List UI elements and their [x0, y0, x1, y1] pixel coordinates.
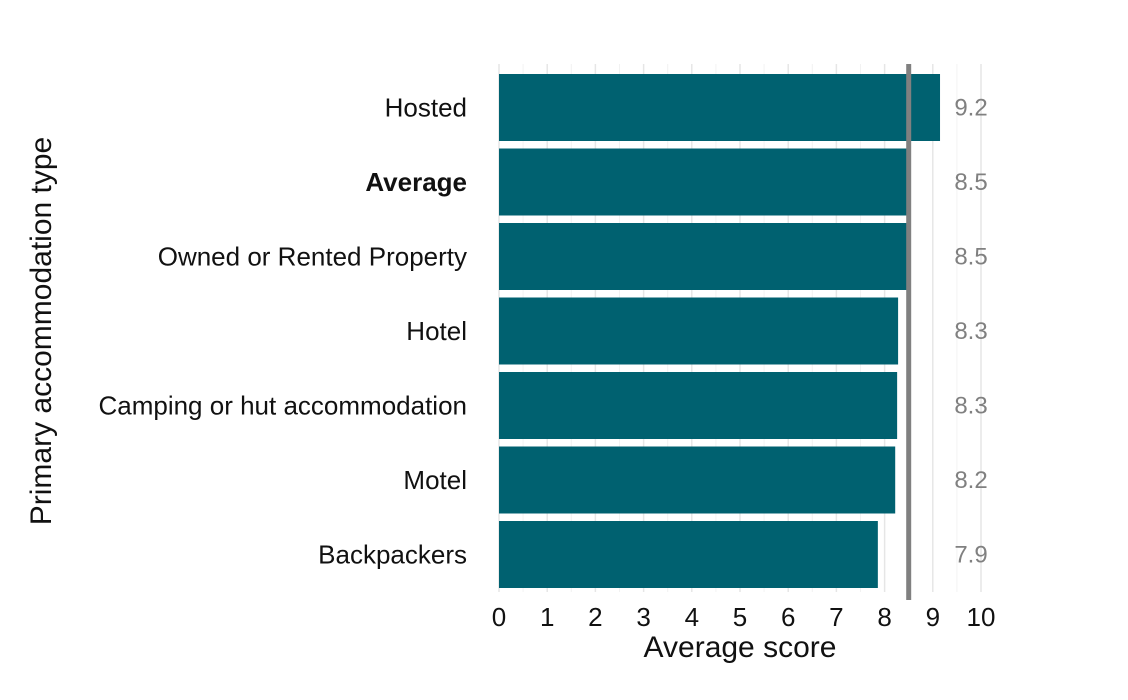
value-label-hosted: 9.2 — [954, 95, 987, 122]
bar-average — [499, 148, 909, 216]
x-tick-label: 5 — [733, 602, 747, 632]
value-label-hotel: 8.3 — [954, 318, 987, 345]
category-label-motel: Motel — [403, 465, 467, 495]
bar-hotel — [499, 297, 899, 365]
x-tick-label: 1 — [540, 602, 554, 632]
x-tick-labels: 0 1 2 3 4 5 6 7 8 9 10 — [492, 602, 996, 632]
value-label-owned-or-rented-property: 8.5 — [954, 244, 987, 271]
category-label-hotel: Hotel — [406, 316, 467, 346]
x-tick-label: 2 — [588, 602, 602, 632]
bar-owned-or-rented-property — [499, 223, 907, 290]
x-tick-label: 9 — [926, 602, 940, 632]
value-label-camping-or-hut-accommodation: 8.3 — [954, 393, 987, 420]
x-tick-label: 0 — [492, 602, 506, 632]
value-labels: 9.2 8.5 8.5 8.3 8.3 8.2 7.9 — [954, 95, 987, 569]
value-label-backpackers: 7.9 — [954, 542, 987, 569]
y-axis-title: Primary accommodation type — [25, 137, 58, 525]
category-label-camping-or-hut-accommodation: Camping or hut accommodation — [98, 391, 467, 421]
category-label-owned-or-rented-property: Owned or Rented Property — [158, 242, 467, 272]
x-tick-label: 6 — [781, 602, 795, 632]
x-tick-label: 8 — [877, 602, 891, 632]
category-labels: Hosted Average Owned or Rented Property Hot… — [98, 93, 467, 570]
category-label-average: Average — [365, 167, 467, 197]
bars — [499, 74, 941, 588]
bar-camping-or-hut-accommodation — [499, 372, 898, 439]
value-label-motel: 8.2 — [954, 467, 987, 494]
bar-backpackers — [499, 521, 878, 588]
category-label-hosted: Hosted — [385, 93, 467, 123]
x-tick-label: 3 — [636, 602, 650, 632]
x-tick-label: 4 — [685, 602, 699, 632]
x-tick-label: 10 — [967, 602, 996, 632]
category-label-backpackers: Backpackers — [318, 540, 467, 570]
x-tick-label: 7 — [829, 602, 843, 632]
value-label-average: 8.5 — [954, 169, 987, 196]
bar-hosted — [499, 74, 941, 141]
bar-motel — [499, 446, 896, 514]
x-axis-title: Average score — [644, 631, 837, 664]
